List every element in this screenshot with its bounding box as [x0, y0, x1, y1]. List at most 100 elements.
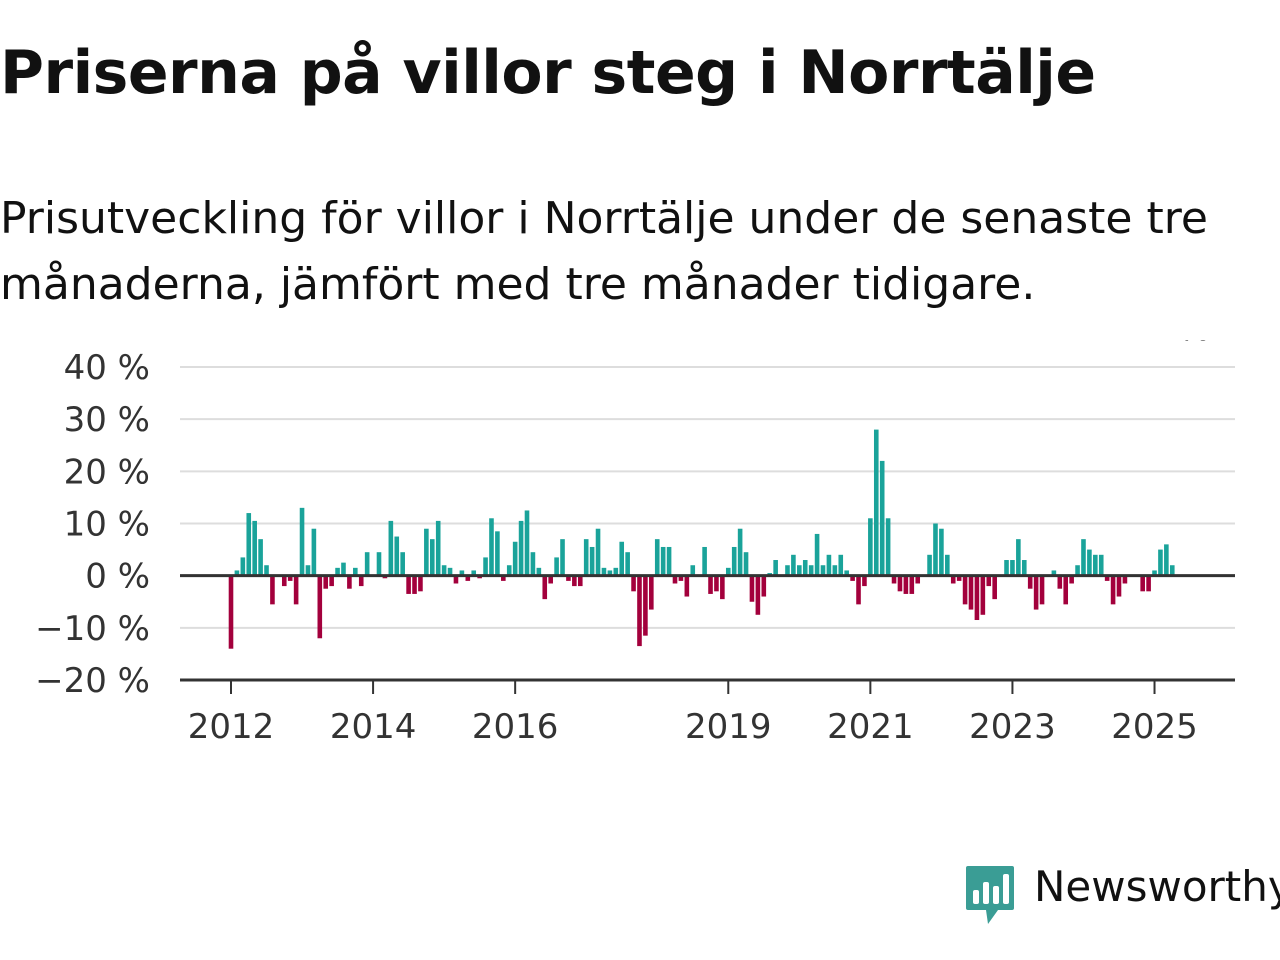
bar [317, 575, 323, 639]
bar [554, 557, 559, 576]
x-tick-label: 2014 [330, 707, 417, 747]
y-tick-label: 40 % [64, 348, 150, 388]
bar [832, 565, 838, 576]
bar [625, 552, 630, 576]
bar [424, 528, 429, 576]
y-tick-label: 10 % [64, 505, 150, 545]
bar [773, 560, 778, 576]
bar [400, 552, 405, 576]
bar [441, 565, 447, 576]
x-tick-label: 2021 [827, 707, 914, 747]
x-tick-label: 2012 [188, 707, 275, 747]
bar [465, 575, 471, 581]
chart-subtitle: Prisutveckling för villor i Norrtälje un… [0, 193, 1208, 310]
bar [483, 557, 488, 576]
bar [471, 570, 477, 576]
bar [986, 575, 992, 587]
y-tick-label: −20 % [35, 661, 150, 701]
bar [1063, 575, 1069, 605]
bar [702, 546, 707, 576]
bar [743, 552, 749, 576]
newsworthy-logo-icon [966, 866, 1014, 924]
logo-bar-2 [983, 882, 989, 904]
bar [364, 552, 370, 576]
bar [512, 541, 518, 576]
bar [358, 575, 364, 587]
bar [1016, 539, 1021, 576]
bar [518, 520, 524, 576]
bar [560, 539, 565, 576]
bar [234, 570, 240, 576]
bar [856, 575, 861, 605]
bar [311, 528, 317, 576]
bar [495, 531, 500, 576]
bar [453, 575, 459, 584]
bar [1027, 575, 1033, 589]
bars [228, 429, 1175, 649]
bar [672, 575, 678, 584]
bar [240, 557, 246, 576]
brand-name: Newsworthy [1034, 862, 1280, 911]
bar [885, 518, 891, 576]
bar [388, 520, 394, 576]
bar [394, 536, 400, 576]
bar [714, 575, 719, 592]
bar [270, 575, 275, 605]
bar [980, 575, 986, 615]
bar [749, 575, 755, 602]
bar [305, 565, 311, 576]
axes [180, 574, 1235, 682]
bar [1104, 575, 1110, 581]
bar [631, 575, 636, 592]
bar [1069, 575, 1074, 584]
bar [820, 565, 826, 576]
x-tick-label: 2025 [1111, 707, 1198, 747]
bar [720, 575, 725, 600]
bar [690, 565, 696, 576]
bar [761, 575, 767, 597]
bar [968, 575, 974, 610]
last-value-annotation: 2 % [1146, 340, 1211, 349]
bar [1057, 575, 1063, 589]
bar [956, 575, 962, 581]
bar [678, 575, 684, 581]
bar-chart: 40 %30 %20 %10 %0 %−10 %−20 % 2012 2014 20… [35, 340, 1235, 747]
bar [1075, 565, 1080, 576]
x-tick-label: 2023 [969, 707, 1056, 747]
bar [873, 429, 879, 576]
bar [654, 539, 660, 576]
bar [335, 567, 340, 576]
y-axis-tick-labels: 40 % 30 % 20 % 10 % 0 % −10 % −20 % [35, 348, 150, 701]
y-tick-label: −10 % [35, 609, 150, 649]
bar [1033, 575, 1039, 610]
bar [583, 539, 589, 576]
bar [791, 554, 796, 576]
bar [347, 575, 352, 589]
bar [613, 567, 619, 576]
bar [341, 562, 346, 576]
bar [755, 575, 761, 615]
bar [868, 518, 873, 576]
bar [412, 575, 417, 594]
bar [974, 575, 980, 621]
bar [447, 567, 453, 576]
bar [246, 513, 252, 576]
bar [1093, 554, 1098, 576]
bar [826, 554, 832, 576]
bar [530, 552, 536, 576]
bar [323, 575, 329, 589]
bar [595, 528, 601, 576]
bar [429, 539, 435, 576]
bar [862, 575, 867, 587]
bar [299, 507, 305, 576]
bar [637, 575, 642, 647]
bar [1081, 539, 1086, 576]
bar [524, 510, 530, 576]
bar [607, 570, 613, 576]
bar [572, 575, 577, 587]
bar [927, 554, 932, 576]
bar [649, 575, 654, 610]
bar [418, 575, 423, 592]
bar [891, 575, 897, 584]
bar [797, 565, 802, 576]
